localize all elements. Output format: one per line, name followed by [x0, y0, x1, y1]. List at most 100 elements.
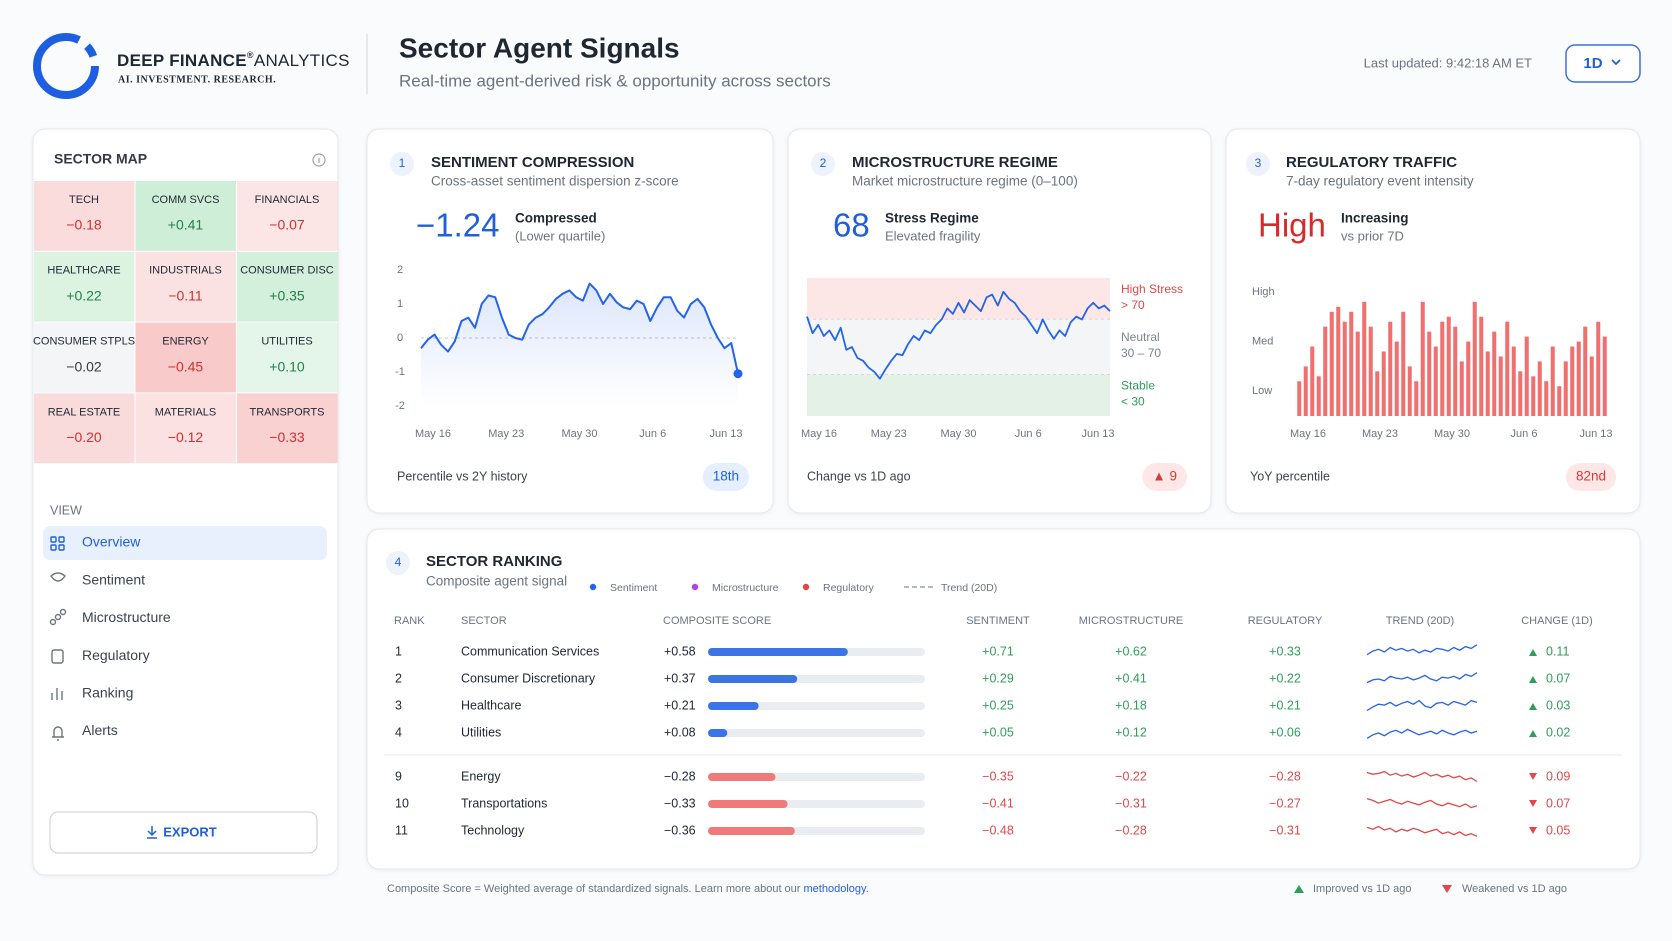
bar [1336, 306, 1341, 416]
legend-dot [589, 583, 597, 591]
export-label[interactable]: EXPORT [163, 824, 217, 839]
sector-name: INDUSTRIALS [149, 265, 222, 277]
range-button[interactable] [1565, 44, 1641, 83]
legend-dot [802, 583, 810, 591]
bar [1381, 351, 1386, 416]
card-footer: Change vs 1D ago [807, 469, 911, 483]
footer-note: Composite Score = Weighted average of st… [387, 883, 869, 895]
card-subtitle: Cross-asset sentiment dispersion z-score [431, 174, 679, 189]
info-icon[interactable] [312, 153, 326, 167]
sector-name: REAL ESTATE [48, 406, 121, 418]
score: +0.37 [664, 671, 696, 685]
ranking-subtitle: Composite agent signal [426, 574, 567, 589]
info-circle[interactable] [312, 153, 326, 167]
sector-value: +0.41 [168, 217, 204, 233]
sentiment-value: −0.41 [982, 796, 1014, 810]
brand-mark: ® [247, 50, 254, 60]
sector-name: FINANCIALS [255, 194, 320, 206]
regulatory-value: +0.06 [1269, 725, 1301, 739]
sector-cell [237, 322, 338, 393]
sector-cell [34, 181, 135, 251]
kpi-card: 1 SENTIMENT COMPRESSION Cross-asset sentim… [366, 128, 774, 514]
sector-map-title: SECTOR MAP [54, 151, 147, 167]
badge: ▲ 9 [1152, 469, 1177, 484]
bar [1524, 336, 1529, 416]
x-tick-label: Jun 6 [1015, 428, 1042, 440]
x-tick-label: May 30 [940, 428, 976, 440]
last-updated: Last updated: 9:42:18 AM ET [1364, 55, 1532, 70]
page-subtitle: Real-time agent-derived risk & opportuni… [399, 71, 831, 90]
sector-name: COMM SVCS [152, 194, 220, 206]
headline: 68 [833, 207, 870, 244]
bar [1563, 361, 1568, 416]
improved-label: Improved vs 1D ago [1313, 883, 1411, 895]
trend-sparkline [1366, 699, 1478, 712]
line [806, 290, 1111, 380]
nav-item[interactable]: Microstructure [82, 609, 171, 625]
change-value: 0.02 [1546, 725, 1570, 739]
score-track [708, 702, 925, 710]
legend-label: Regulatory [823, 582, 875, 594]
sector-name: MATERIALS [155, 406, 217, 418]
nav-icons [49, 536, 67, 741]
improved-icon [1294, 885, 1304, 893]
change-value: 0.11 [1546, 644, 1569, 658]
nav-item[interactable]: Sentiment [82, 571, 145, 587]
y-tick-label: High [1252, 286, 1275, 298]
bar [1440, 321, 1445, 416]
band [807, 319, 1110, 375]
sector: Transportations [461, 796, 547, 810]
headline-note: Elevated fragility [885, 228, 981, 243]
line [420, 282, 739, 374]
bar [1433, 346, 1438, 416]
sentiment-value: +0.05 [982, 725, 1014, 739]
score-track [708, 729, 925, 737]
nav-active-bg [43, 526, 327, 560]
bar [1602, 336, 1607, 416]
sector: Communication Services [461, 644, 599, 658]
sector: Energy [461, 769, 501, 783]
bar [1297, 381, 1302, 416]
bar [1596, 321, 1601, 416]
bar [1518, 371, 1523, 416]
change-value: 0.05 [1546, 823, 1570, 837]
range-label[interactable]: 1D [1583, 55, 1602, 72]
nav-item[interactable]: Regulatory [82, 647, 150, 663]
sector-value: +0.35 [269, 288, 305, 304]
icon-ranking [51, 688, 63, 700]
bar [1576, 341, 1581, 416]
sector-cell [135, 251, 236, 322]
bar [1349, 311, 1354, 416]
score: −0.33 [664, 796, 696, 810]
change-arrow [1529, 703, 1537, 710]
bar [1498, 356, 1503, 416]
footer-end: . [866, 883, 869, 895]
bar [1394, 341, 1399, 416]
brand-name: DEEP FINANCE®ANALYTICS [117, 50, 350, 70]
microstructure-value: −0.22 [1115, 769, 1147, 783]
export-button[interactable] [49, 811, 318, 854]
x-tick-label: May 23 [871, 428, 907, 440]
nav-item[interactable]: Alerts [82, 722, 118, 738]
y-tick-label: 0 [397, 332, 403, 344]
ranking-title: SECTOR RANKING [426, 553, 562, 570]
column-header: SENTIMENT [966, 615, 1030, 627]
sector-cell [237, 251, 338, 322]
trend-sparkline [1366, 825, 1478, 837]
trend-sparkline [1366, 770, 1478, 783]
bar [1537, 361, 1542, 416]
bar [1401, 311, 1406, 416]
legend-label: Microstructure [712, 582, 779, 594]
bar [1466, 341, 1471, 416]
ranking-table: Sentiment Microstructure Regulatory Trend (… [394, 582, 1593, 838]
band [807, 374, 1110, 416]
nav-item[interactable]: Ranking [82, 685, 133, 701]
bar [1388, 321, 1393, 416]
badge-bg [1142, 463, 1187, 491]
brand-suffix: ANALYTICS [254, 51, 350, 70]
methodology-link[interactable]: methodology [804, 883, 867, 895]
sector-value: −0.02 [66, 358, 102, 374]
nav-item[interactable]: Overview [82, 534, 141, 550]
